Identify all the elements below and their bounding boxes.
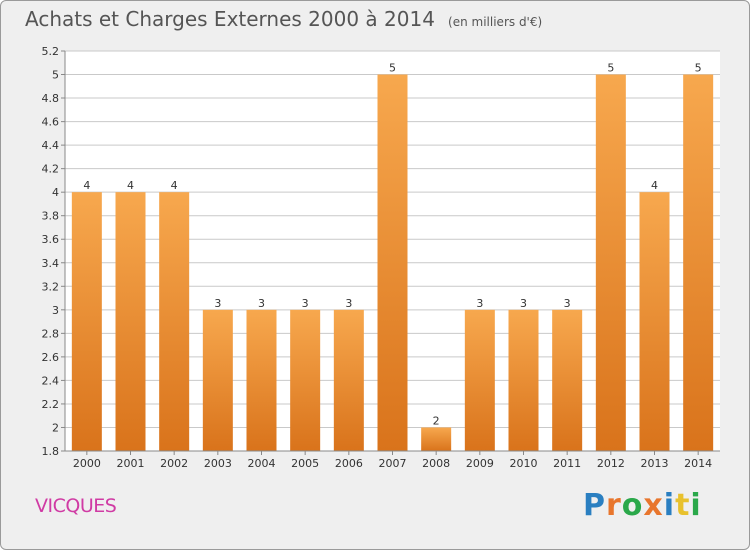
- data-label: 2: [433, 414, 440, 427]
- brand-letter: x: [643, 488, 664, 523]
- x-tick-label: 2005: [291, 457, 319, 470]
- y-tick-label: 2.2: [42, 398, 60, 411]
- bar-2002: [159, 192, 190, 452]
- y-tick-label: 2.4: [42, 374, 60, 387]
- x-tick-label: 2013: [641, 457, 669, 470]
- place-name: VICQUES: [35, 495, 117, 517]
- data-label: 3: [302, 297, 309, 310]
- y-tick-label: 4.6: [42, 116, 60, 129]
- data-label: 3: [520, 297, 527, 310]
- brand-letter: t: [675, 488, 691, 523]
- title-row: Achats et Charges Externes 2000 à 2014 (…: [25, 7, 542, 31]
- data-label: 3: [345, 297, 352, 310]
- x-tick-label: 2006: [335, 457, 363, 470]
- bar-2001: [115, 192, 146, 452]
- y-tick-label: 3.2: [42, 280, 60, 293]
- x-tick-label: 2001: [117, 457, 145, 470]
- y-tick-label: 3: [52, 304, 59, 317]
- x-tick-label: 2003: [204, 457, 232, 470]
- y-tick-label: 4.4: [42, 139, 60, 152]
- y-tick-label: 1.8: [42, 445, 60, 458]
- bar-2013: [639, 192, 670, 452]
- y-tick-label: 5.2: [42, 45, 60, 58]
- y-tick-label: 2: [52, 421, 59, 434]
- bars: 4 4 4 3 3 3 3 5 2 3 3 3 5 4 5: [71, 62, 714, 452]
- x-tick-label: 2011: [553, 457, 581, 470]
- x-tick-label: 2008: [422, 457, 450, 470]
- bar-2000: [71, 192, 102, 452]
- bar-2007: [377, 74, 408, 451]
- y-tick-label: 3.8: [42, 210, 60, 223]
- chart-title: Achats et Charges Externes 2000 à 2014: [25, 7, 435, 31]
- bar-2011: [552, 309, 583, 451]
- x-tick-label: 2014: [684, 457, 712, 470]
- data-label: 4: [171, 179, 178, 192]
- bar-2008: [421, 427, 452, 451]
- brand-letter: r: [606, 488, 622, 523]
- bar-2009: [464, 309, 495, 451]
- x-tick-label: 2004: [248, 457, 276, 470]
- chart-unit: (en milliers d'€): [448, 15, 543, 29]
- x-tick-label: 2009: [466, 457, 494, 470]
- bar-2004: [246, 309, 277, 451]
- data-label: 3: [564, 297, 571, 310]
- x-tick-label: 2010: [510, 457, 538, 470]
- bar-2005: [290, 309, 321, 451]
- brand-letter: i: [663, 488, 676, 523]
- data-label: 5: [607, 62, 614, 75]
- y-tick-label: 2.8: [42, 327, 60, 340]
- y-tick-label: 3.4: [42, 257, 60, 270]
- bar-2010: [508, 309, 539, 451]
- y-tick-label: 2.6: [42, 351, 60, 364]
- brand-letter: P: [583, 488, 606, 523]
- y-tick-label: 4.2: [42, 163, 60, 176]
- x-tick-label: 2002: [160, 457, 188, 470]
- brand-logo: Proxiti: [583, 488, 702, 523]
- data-label: 5: [389, 62, 396, 75]
- x-tick-label: 2000: [73, 457, 101, 470]
- x-tick-label: 2012: [597, 457, 625, 470]
- y-tick-label: 5: [52, 69, 59, 82]
- axes: 1.8 2 2.2 2.4 2.6 2.8 3 3.2 3.4 3.6 3.8 4 4.2 4.4 4.6 4…: [42, 45, 720, 470]
- data-label: 3: [258, 297, 265, 310]
- data-label: 3: [476, 297, 483, 310]
- bar-2014: [683, 74, 714, 451]
- data-label: 4: [651, 179, 658, 192]
- y-tick-label: 3.6: [42, 233, 60, 246]
- data-label: 4: [83, 179, 90, 192]
- brand-letter: i: [690, 488, 702, 523]
- x-tick-label: 2007: [379, 457, 407, 470]
- bar-2003: [202, 309, 233, 451]
- y-tick-label: 4.8: [42, 92, 60, 105]
- bar-2006: [333, 309, 364, 451]
- y-tick-label: 4: [52, 186, 59, 199]
- data-label: 4: [127, 179, 134, 192]
- data-label: 5: [695, 62, 702, 75]
- data-label: 3: [214, 297, 221, 310]
- bar-2012: [595, 74, 626, 451]
- brand-letter: o: [621, 488, 644, 523]
